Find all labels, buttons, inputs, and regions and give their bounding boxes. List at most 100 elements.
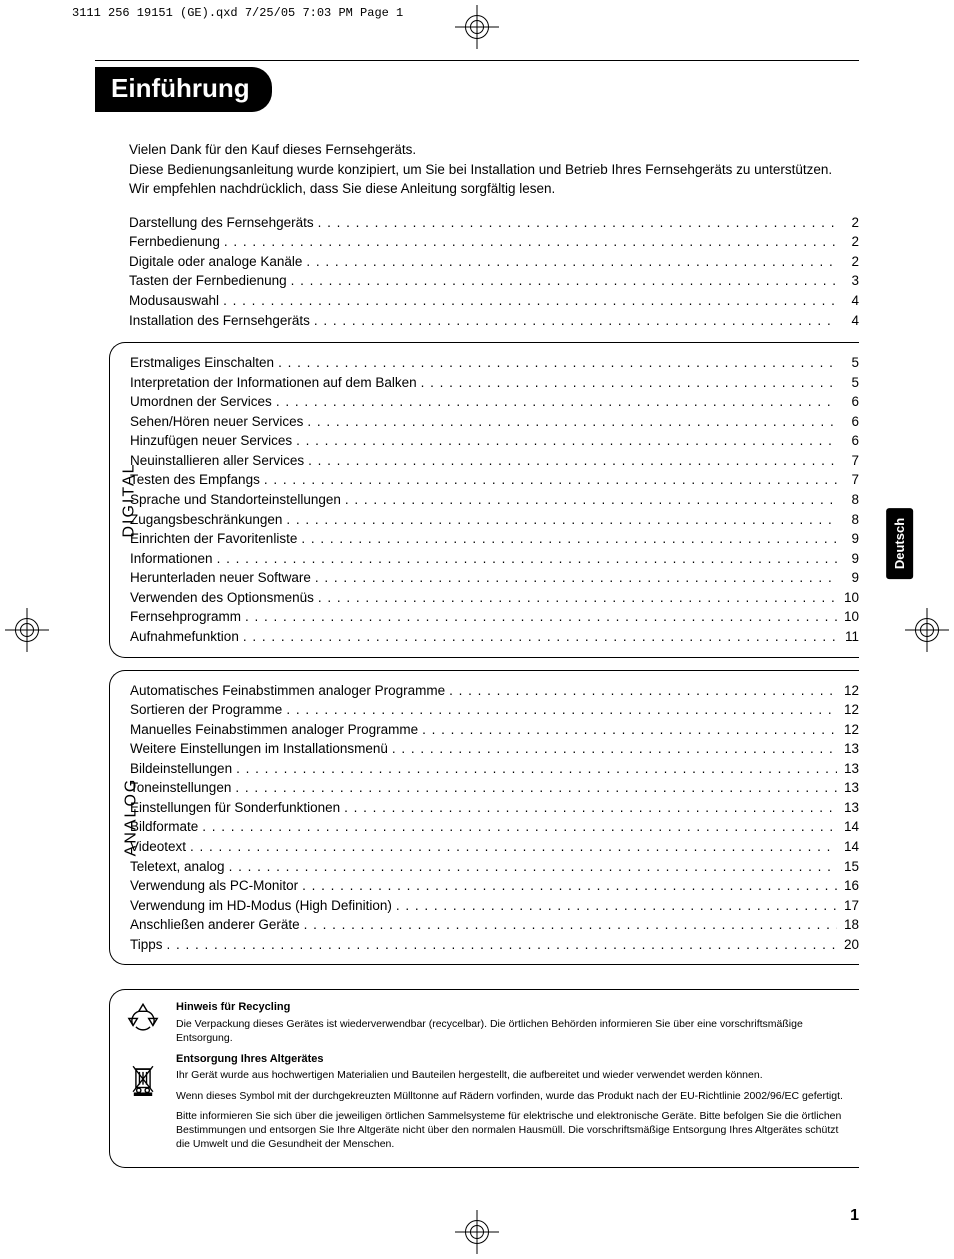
toc-section: Darstellung des Fernsehgeräts2Fernbedien… xyxy=(129,213,859,330)
print-sheet: 3111 256 19151 (GE).qxd 7/25/05 7:03 PM … xyxy=(0,0,954,1259)
footer-heading: Entsorgung Ihres Altgerätes xyxy=(176,1052,845,1067)
toc-entry-page: 20 xyxy=(841,935,859,955)
toc-leader-dots xyxy=(314,311,837,331)
toc-row: Automatisches Feinabstimmen analoger Pro… xyxy=(130,681,859,701)
toc-entry-page: 3 xyxy=(841,271,859,291)
toc-entry-title: Sehen/Hören neuer Services xyxy=(130,412,303,432)
toc-entry-title: Sortieren der Programme xyxy=(130,700,282,720)
toc-leader-dots xyxy=(243,627,837,647)
toc-entry-page: 7 xyxy=(841,451,859,471)
toc-leader-dots xyxy=(449,681,837,701)
toc-entry-page: 7 xyxy=(841,470,859,490)
toc-row: Teletext, analog15 xyxy=(130,857,859,877)
toc-row: Verwendung als PC-Monitor 16 xyxy=(130,876,859,896)
toc-entry-page: 8 xyxy=(841,490,859,510)
table-of-contents: Darstellung des Fernsehgeräts2Fernbedien… xyxy=(129,213,859,978)
toc-entry-page: 16 xyxy=(841,876,859,896)
toc-entry-title: Modusauswahl xyxy=(129,291,219,311)
toc-entry-page: 13 xyxy=(841,759,859,779)
toc-row: Fernbedienung2 xyxy=(129,232,859,252)
toc-leader-dots xyxy=(223,291,837,311)
toc-section: DIGITALErstmaliges Einschalten5Interpret… xyxy=(109,342,859,657)
footer-heading: Hinweis für Recycling xyxy=(176,1000,845,1015)
toc-section: ANALOGAutomatisches Feinabstimmen analog… xyxy=(109,670,859,966)
toc-row: Sortieren der Programme12 xyxy=(130,700,859,720)
toc-list: Erstmaliges Einschalten5Interpretation d… xyxy=(130,353,859,646)
toc-leader-dots xyxy=(286,510,837,530)
weee-bin-icon xyxy=(124,1062,162,1100)
toc-leader-dots xyxy=(318,588,837,608)
toc-leader-dots xyxy=(344,798,837,818)
toc-entry-page: 12 xyxy=(841,681,859,701)
toc-entry-title: Informationen xyxy=(130,549,213,569)
toc-entry-page: 6 xyxy=(841,431,859,451)
toc-entry-page: 9 xyxy=(841,568,859,588)
toc-row: Fernsehprogramm10 xyxy=(130,607,859,627)
toc-entry-title: Automatisches Feinabstimmen analoger Pro… xyxy=(130,681,445,701)
toc-row: Installation des Fernsehgeräts 4 xyxy=(129,311,859,331)
toc-entry-page: 9 xyxy=(841,549,859,569)
toc-entry-page: 5 xyxy=(841,373,859,393)
toc-entry-title: Darstellung des Fernsehgeräts xyxy=(129,213,314,233)
toc-entry-title: Zugangsbeschränkungen xyxy=(130,510,282,530)
intro-paragraph: Vielen Dank für den Kauf dieses Fernsehg… xyxy=(129,140,859,199)
toc-entry-title: Verwendung im HD-Modus (High Definition) xyxy=(130,896,392,916)
intro-line: Diese Bedienungsanleitung wurde konzipie… xyxy=(129,160,859,180)
toc-row: Videotext14 xyxy=(130,837,859,857)
toc-entry-title: Manuelles Feinabstimmen analoger Program… xyxy=(130,720,418,740)
footer-text: Ihr Gerät wurde aus hochwertigen Materia… xyxy=(176,1068,845,1082)
toc-row: Testen des Empfangs 7 xyxy=(130,470,859,490)
toc-entry-title: Interpretation der Informationen auf dem… xyxy=(130,373,417,393)
toc-row: Verwendung im HD-Modus (High Definition)… xyxy=(130,896,859,916)
toc-row: Verwenden des Optionsmenüs10 xyxy=(130,588,859,608)
page-body: Einführung Vielen Dank für den Kauf dies… xyxy=(95,60,859,1199)
toc-entry-title: Tasten der Fernbedienung xyxy=(129,271,287,291)
toc-entry-title: Digitale oder analoge Kanäle xyxy=(129,252,302,272)
top-rule xyxy=(95,60,859,61)
toc-entry-page: 4 xyxy=(841,311,859,331)
toc-entry-title: Weitere Einstellungen im Installationsme… xyxy=(130,739,388,759)
toc-entry-title: Teletext, analog xyxy=(130,857,225,877)
intro-line: Vielen Dank für den Kauf dieses Fernsehg… xyxy=(129,140,859,160)
toc-leader-dots xyxy=(396,896,837,916)
toc-leader-dots xyxy=(235,778,837,798)
toc-entry-title: Einrichten der Favoritenliste xyxy=(130,529,297,549)
print-slug: 3111 256 19151 (GE).qxd 7/25/05 7:03 PM … xyxy=(72,6,403,20)
toc-leader-dots xyxy=(392,739,837,759)
toc-entry-title: Toneinstellungen xyxy=(130,778,231,798)
footer-text: Bitte informieren Sie sich über die jewe… xyxy=(176,1109,845,1152)
toc-entry-title: Verwenden des Optionsmenüs xyxy=(130,588,314,608)
toc-entry-title: Einstellungen für Sonderfunktionen xyxy=(130,798,340,818)
footer-text: Wenn dieses Symbol mit der durchgekreuzt… xyxy=(176,1089,845,1103)
toc-leader-dots xyxy=(421,373,837,393)
toc-entry-title: Tipps xyxy=(130,935,163,955)
toc-entry-title: Testen des Empfangs xyxy=(130,470,260,490)
registration-mark-left xyxy=(5,608,49,652)
toc-row: Bildformate14 xyxy=(130,817,859,837)
language-tab: Deutsch xyxy=(886,508,913,579)
toc-row: Interpretation der Informationen auf dem… xyxy=(130,373,859,393)
toc-row: Darstellung des Fernsehgeräts2 xyxy=(129,213,859,233)
recycling-notice: Hinweis für Recycling Die Verpackung die… xyxy=(109,989,859,1168)
toc-leader-dots xyxy=(202,817,837,837)
page-number: 1 xyxy=(850,1207,859,1225)
toc-entry-title: Herunterladen neuer Software xyxy=(130,568,311,588)
toc-entry-title: Installation des Fernsehgeräts xyxy=(129,311,310,331)
toc-row: Zugangsbeschränkungen8 xyxy=(130,510,859,530)
toc-entry-page: 11 xyxy=(841,627,859,647)
toc-leader-dots xyxy=(422,720,837,740)
toc-entry-title: Verwendung als PC-Monitor xyxy=(130,876,298,896)
toc-entry-page: 18 xyxy=(841,915,859,935)
toc-row: Weitere Einstellungen im Installationsme… xyxy=(130,739,859,759)
toc-leader-dots xyxy=(278,353,837,373)
registration-mark-top xyxy=(455,5,499,49)
page-title: Einführung xyxy=(95,67,272,112)
toc-entry-page: 10 xyxy=(841,607,859,627)
toc-entry-title: Aufnahmefunktion xyxy=(130,627,239,647)
toc-leader-dots xyxy=(167,935,837,955)
toc-leader-dots xyxy=(229,857,837,877)
toc-entry-title: Umordnen der Services xyxy=(130,392,272,412)
toc-row: Tasten der Fernbedienung 3 xyxy=(129,271,859,291)
toc-row: Umordnen der Services6 xyxy=(130,392,859,412)
toc-leader-dots xyxy=(217,549,837,569)
